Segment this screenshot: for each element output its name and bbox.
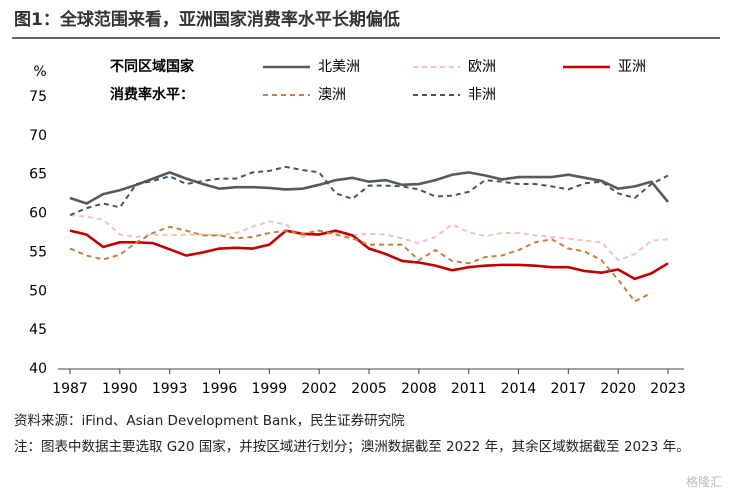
- x-tick-label: 1987: [52, 381, 88, 397]
- chart-title: 图1：全球范围来看，亚洲国家消费率水平长期偏低: [14, 9, 400, 30]
- legend-label: 亚洲: [618, 59, 646, 75]
- x-tick-label: 2002: [301, 381, 337, 397]
- legend-title: 消费率水平：: [110, 86, 194, 103]
- x-tick-label: 2011: [451, 381, 487, 397]
- x-tick-label: 1990: [102, 381, 138, 397]
- x-tick-label: 2014: [501, 381, 537, 397]
- x-tick-label: 1996: [202, 381, 238, 397]
- y-tick-label: 45: [29, 322, 47, 338]
- y-unit: %: [33, 64, 46, 80]
- legend-label: 欧洲: [468, 59, 496, 75]
- y-tick-label: 65: [29, 167, 47, 183]
- series-line: [69, 170, 670, 205]
- series-line: [69, 225, 652, 303]
- y-tick-label: 55: [29, 244, 47, 260]
- source: 资料来源：iFind、Asian Development Bank，民生证券研究…: [14, 413, 405, 429]
- chart: 图1：全球范围来看，亚洲国家消费率水平长期偏低 % 不同区域国家 消费率水平： …: [12, 9, 720, 397]
- legend-title: 不同区域国家: [110, 58, 195, 75]
- x-tick-label: 2008: [401, 381, 437, 397]
- y-tick-label: 60: [29, 206, 47, 222]
- series-line: [69, 229, 669, 281]
- series-line: [69, 214, 669, 262]
- y-tick-label: 40: [29, 361, 47, 377]
- legend-label: 北美洲: [318, 59, 360, 75]
- y-tick-label: 70: [29, 128, 47, 144]
- y-tick-label: 75: [29, 89, 47, 105]
- x-tick-label: 2023: [650, 381, 686, 397]
- x-tick-label: 2020: [600, 381, 636, 397]
- x-tick-label: 1999: [252, 381, 288, 397]
- watermark: 格隆汇: [685, 475, 722, 489]
- note: 注：图表中数据主要选取 G20 国家，并按区域进行划分；澳洲数据截至 2022 …: [14, 439, 690, 455]
- series-line: [69, 165, 669, 217]
- legend-label: 非洲: [468, 87, 496, 103]
- x-tick-label: 2017: [551, 381, 587, 397]
- legend-label: 澳洲: [318, 87, 346, 103]
- y-tick-label: 50: [29, 283, 47, 299]
- x-tick-label: 1993: [152, 381, 188, 397]
- x-tick-label: 2005: [351, 381, 387, 397]
